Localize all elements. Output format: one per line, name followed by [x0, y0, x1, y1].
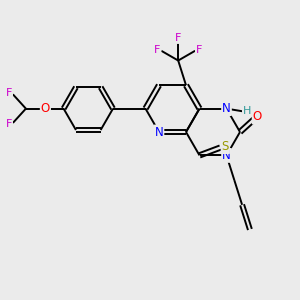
- Text: S: S: [222, 140, 229, 153]
- Text: N: N: [154, 125, 164, 139]
- Text: O: O: [253, 110, 262, 124]
- Text: N: N: [222, 149, 231, 162]
- Text: H: H: [243, 106, 251, 116]
- Text: F: F: [175, 33, 181, 43]
- Text: F: F: [196, 45, 202, 55]
- Text: F: F: [154, 45, 161, 55]
- Text: F: F: [6, 119, 12, 129]
- Text: O: O: [41, 102, 50, 115]
- Text: F: F: [6, 88, 12, 98]
- Text: N: N: [222, 102, 231, 115]
